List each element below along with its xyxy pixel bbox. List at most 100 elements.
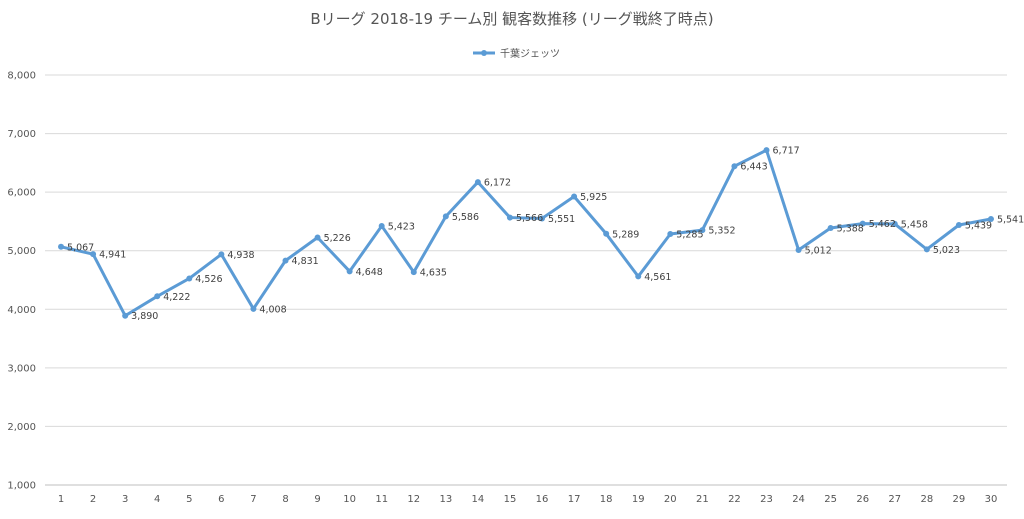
x-tick-label: 10: [343, 494, 356, 505]
data-label: 5,551: [548, 214, 575, 225]
series: [58, 147, 994, 319]
data-label: 5,541: [997, 215, 1024, 226]
data-label: 5,586: [452, 212, 479, 223]
x-tick-label: 30: [985, 494, 998, 505]
data-label: 4,008: [259, 304, 286, 315]
x-tick-label: 7: [250, 494, 256, 505]
x-tick-label: 26: [856, 494, 869, 505]
chart-title: Bリーグ 2018-19 チーム別 観客数推移 (リーグ戦終了時点): [310, 10, 713, 28]
data-label: 6,172: [484, 178, 511, 189]
data-point: [923, 246, 930, 253]
data-point: [506, 214, 513, 221]
data-point: [539, 215, 546, 222]
data-point: [859, 220, 866, 227]
data-label: 5,067: [67, 242, 94, 253]
x-tick-label: 15: [504, 494, 517, 505]
y-tick-label: 5,000: [7, 246, 36, 257]
data-point: [987, 216, 994, 223]
data-point: [154, 293, 161, 300]
legend-marker: [481, 50, 487, 56]
y-tick-label: 4,000: [7, 305, 36, 316]
x-tick-label: 29: [953, 494, 966, 505]
data-point: [571, 193, 578, 200]
data-label: 5,925: [580, 192, 607, 203]
data-label: 4,648: [356, 267, 383, 278]
x-tick-label: 27: [888, 494, 901, 505]
data-point: [891, 220, 898, 227]
data-label: 5,289: [612, 229, 639, 240]
data-point: [442, 213, 449, 220]
legend-label: 千葉ジェッツ: [500, 47, 560, 60]
data-label: 5,352: [708, 226, 735, 237]
x-tick-label: 19: [632, 494, 645, 505]
data-label: 5,462: [869, 219, 896, 230]
data-label: 4,526: [195, 274, 222, 285]
data-point: [186, 275, 193, 282]
data-point: [955, 222, 962, 229]
x-tick-label: 4: [154, 494, 160, 505]
x-tick-label: 25: [824, 494, 837, 505]
x-tick-label: 3: [122, 494, 128, 505]
data-label: 3,890: [131, 311, 158, 322]
y-tick-label: 7,000: [7, 129, 36, 140]
gridlines: [45, 74, 1007, 427]
data-label: 5,439: [965, 221, 992, 232]
x-tick-label: 12: [407, 494, 420, 505]
data-label: 4,635: [420, 268, 447, 279]
data-label: 5,285: [676, 230, 703, 241]
x-tick-label: 13: [439, 494, 452, 505]
data-label: 4,941: [99, 250, 126, 261]
data-point: [282, 257, 289, 264]
data-point: [699, 227, 706, 234]
data-point: [90, 251, 97, 258]
data-point: [314, 234, 321, 241]
x-tick-label: 22: [728, 494, 741, 505]
x-tick-label: 11: [375, 494, 388, 505]
x-tick-label: 16: [536, 494, 549, 505]
y-tick-label: 3,000: [7, 363, 36, 374]
data-label: 5,423: [388, 221, 415, 232]
data-point: [346, 268, 353, 275]
data-point: [474, 179, 481, 186]
data-label: 4,222: [163, 292, 190, 303]
x-tick-label: 23: [760, 494, 773, 505]
data-label: 5,012: [805, 246, 832, 257]
data-label: 6,717: [773, 146, 800, 157]
y-tick-label: 1,000: [7, 481, 36, 492]
data-point: [603, 230, 610, 237]
data-point: [667, 231, 674, 238]
data-label: 5,566: [516, 213, 543, 224]
x-tick-label: 2: [90, 494, 96, 505]
data-label: 5,388: [837, 223, 864, 234]
x-tick-label: 14: [472, 494, 485, 505]
data-point: [795, 247, 802, 254]
y-tick-label: 6,000: [7, 188, 36, 199]
data-point: [378, 222, 385, 229]
data-label: 4,831: [292, 256, 319, 267]
x-tick-label: 18: [600, 494, 613, 505]
x-tick-label: 21: [696, 494, 709, 505]
y-axis: 1,000 2,000 3,000 4,000 5,000 6,000 7,000 8,000: [7, 71, 36, 492]
y-tick-label: 8,000: [7, 71, 36, 82]
y-tick-label: 2,000: [7, 422, 36, 433]
x-tick-label: 17: [568, 494, 581, 505]
data-label: 5,226: [324, 233, 351, 244]
data-point: [218, 251, 225, 258]
data-label: 4,561: [644, 272, 671, 283]
data-point: [250, 305, 257, 312]
data-label: 5,458: [901, 219, 928, 230]
x-axis: 1 2 3 4 5 6 7 8 9 10 11 12 13 14 15 16 17 18 19 20 21 22 23 24 2…: [45, 484, 1007, 505]
data-point: [827, 224, 834, 231]
data-labels: 5,067 4,941 3,890 4,222 4,526 4,938 4,008 4,831…: [67, 146, 1024, 323]
data-label: 6,443: [740, 162, 767, 173]
series-line: [59, 148, 993, 318]
data-point: [122, 312, 129, 319]
x-tick-label: 9: [314, 494, 320, 505]
legend: 千葉ジェッツ: [473, 47, 560, 60]
x-tick-label: 5: [186, 494, 192, 505]
x-tick-label: 24: [792, 494, 805, 505]
x-tick-label: 1: [58, 494, 64, 505]
data-point: [58, 243, 65, 250]
